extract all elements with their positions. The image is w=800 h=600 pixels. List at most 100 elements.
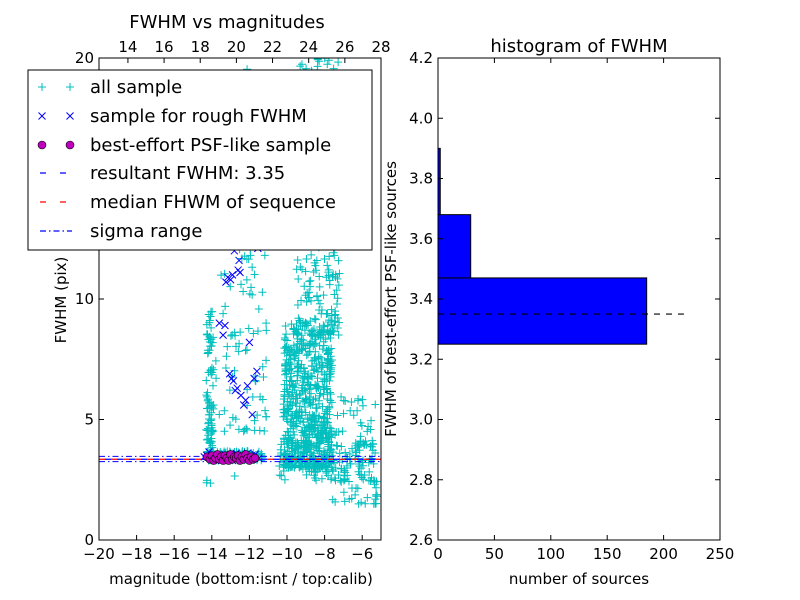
scatter-y-tick-label: 0 (84, 531, 94, 549)
all-sample-point (315, 391, 324, 400)
all-sample-point (311, 424, 320, 433)
all-sample-point (301, 267, 310, 276)
all-sample-point (202, 376, 211, 385)
scatter-top-x-tick-label: 18 (191, 38, 210, 56)
all-sample-point (279, 466, 288, 475)
all-sample-point (293, 394, 302, 403)
rough-sample-point (235, 256, 243, 265)
histogram-plot-area (437, 84, 684, 345)
all-sample-point (347, 398, 356, 407)
all-sample-point (287, 392, 296, 401)
scatter-axes: −20 −18 −16 −14 −12 −10 −8 −6 14 16 18 20 22 24 26 28 0 5… (75, 38, 391, 563)
all-sample-point (294, 367, 303, 376)
all-sample-point (250, 270, 259, 279)
rough-sample-point (233, 384, 242, 393)
all-sample-point (317, 306, 326, 314)
scatter-title: FWHM vs magnitudes (129, 12, 324, 33)
all-sample-point (313, 291, 322, 300)
all-sample-point (283, 443, 292, 452)
rough-sample-point (243, 381, 252, 390)
all-sample-point (293, 300, 302, 309)
legend-plus-icon (66, 83, 74, 91)
all-sample-point (315, 299, 324, 308)
all-sample-point (290, 430, 299, 439)
all-sample-point (310, 416, 319, 425)
all-sample-point (207, 363, 216, 372)
scatter-y-tick-label: 5 (84, 411, 94, 429)
histogram-x-tick-label: 0 (433, 545, 443, 563)
all-sample-point (296, 337, 305, 346)
all-sample-point (284, 439, 293, 448)
all-sample-point (206, 416, 215, 425)
all-sample-point (294, 356, 303, 365)
histogram-bar (437, 277, 648, 345)
all-sample-point (324, 355, 333, 364)
all-sample-point (354, 467, 363, 476)
all-sample-point (239, 287, 248, 296)
all-sample-point (288, 421, 297, 430)
all-sample-point (313, 446, 322, 455)
all-sample-point (353, 406, 362, 415)
all-sample-point (316, 353, 325, 362)
all-sample-point (262, 412, 271, 421)
all-sample-point (363, 427, 372, 436)
legend-label: all sample (90, 77, 182, 98)
all-sample-point (328, 451, 337, 460)
all-sample-point (207, 323, 216, 332)
all-sample-point (317, 331, 326, 340)
all-sample-point (303, 340, 312, 349)
all-sample-point (306, 425, 315, 434)
all-sample-point (354, 394, 363, 403)
all-sample-point (283, 346, 292, 355)
all-sample-point (258, 288, 267, 297)
all-sample-point (287, 411, 296, 420)
all-sample-point (335, 449, 344, 458)
all-sample-point (307, 327, 316, 336)
all-sample-point (326, 316, 335, 325)
all-sample-point (344, 477, 353, 486)
all-sample-point (235, 339, 244, 348)
all-sample-point (209, 427, 218, 436)
all-sample-point (203, 404, 212, 413)
all-sample-point (280, 475, 289, 484)
all-sample-point (313, 374, 322, 383)
rough-sample-point (241, 396, 250, 405)
all-sample-point (260, 426, 269, 435)
all-sample-point (319, 383, 328, 392)
all-sample-point (319, 436, 328, 445)
all-sample-point (291, 352, 300, 361)
all-sample-point (293, 371, 302, 380)
all-sample-point (327, 475, 336, 484)
all-sample-point (312, 359, 321, 368)
all-sample-point (295, 391, 304, 400)
legend-box (27, 69, 373, 251)
all-sample-point (205, 410, 214, 419)
all-sample-point (211, 356, 220, 365)
all-sample-point (202, 476, 211, 485)
rough-sample-point (215, 319, 224, 327)
all-sample-point (202, 330, 211, 339)
all-sample-point (298, 464, 307, 473)
all-sample-point (364, 458, 373, 467)
rough-sample-point (239, 401, 248, 409)
all-sample-point (343, 454, 352, 463)
all-sample-point (321, 462, 330, 471)
all-sample-point (313, 467, 322, 476)
all-sample-point (333, 274, 342, 283)
all-sample-point (301, 395, 310, 404)
all-sample-point (332, 441, 341, 450)
histogram-y-tick-label: 3.6 (409, 230, 433, 248)
histogram-y-axis-label: FWHM of best-effort PSF-like sources (382, 161, 400, 437)
all-sample-point (303, 288, 312, 297)
all-sample-point (345, 495, 354, 504)
all-sample-point (205, 316, 214, 325)
all-sample-point (328, 465, 337, 474)
all-sample-point (282, 376, 291, 385)
all-sample-point (205, 403, 214, 412)
all-sample-point (289, 422, 298, 431)
all-sample-point (220, 406, 229, 415)
all-sample-point (223, 342, 232, 351)
legend-x-icon (66, 112, 74, 120)
all-sample-point (326, 365, 335, 374)
